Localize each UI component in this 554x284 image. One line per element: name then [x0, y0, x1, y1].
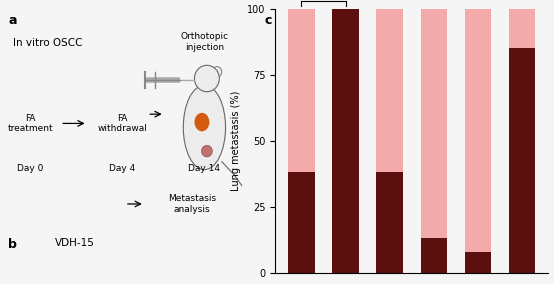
Text: VDH-15: VDH-15	[55, 238, 95, 248]
Ellipse shape	[212, 67, 222, 77]
Ellipse shape	[183, 85, 225, 170]
Bar	[420, 238, 447, 273]
Circle shape	[202, 145, 212, 157]
Text: Metastasis
analysis: Metastasis analysis	[168, 194, 216, 214]
Ellipse shape	[194, 113, 209, 131]
Bar	[420, 9, 447, 238]
Bar	[288, 172, 315, 273]
Bar	[465, 252, 491, 273]
Ellipse shape	[194, 65, 219, 92]
Text: b: b	[8, 238, 17, 251]
Text: In vitro OSCC: In vitro OSCC	[13, 37, 83, 48]
Text: Day 4: Day 4	[109, 164, 136, 173]
Bar	[509, 48, 535, 273]
Text: a: a	[8, 14, 17, 27]
Text: Day 14: Day 14	[188, 164, 220, 173]
Y-axis label: Lung metastasis (%): Lung metastasis (%)	[232, 90, 242, 191]
Bar	[509, 9, 535, 48]
Bar	[377, 9, 403, 172]
Bar	[377, 172, 403, 273]
Text: c: c	[264, 14, 271, 27]
Text: Day 0: Day 0	[17, 164, 44, 173]
Bar	[288, 9, 315, 172]
Text: FA
treatment: FA treatment	[8, 114, 53, 133]
Text: FA
withdrawal: FA withdrawal	[98, 114, 147, 133]
Bar	[332, 9, 359, 273]
Text: Orthotopic
injection: Orthotopic injection	[181, 32, 228, 52]
Bar	[465, 9, 491, 252]
